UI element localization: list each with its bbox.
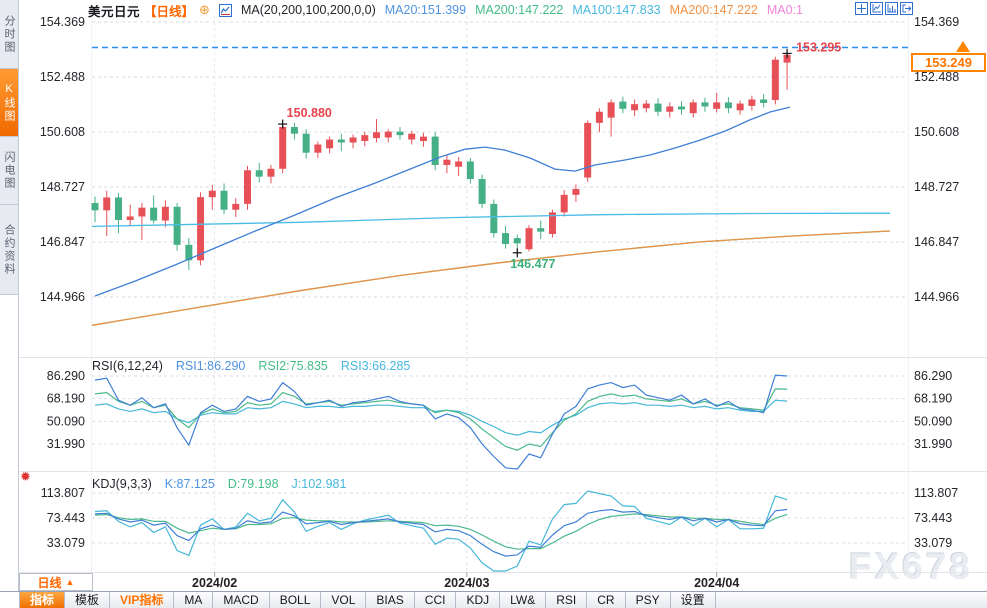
svg-text:86.290: 86.290: [914, 369, 952, 383]
toolbar-item-kdj[interactable]: KDJ: [456, 592, 501, 608]
rsi1-value: RSI1:86.290: [175, 359, 246, 373]
svg-text:113.807: 113.807: [41, 486, 85, 500]
sidebar-tab-lightning-chart[interactable]: 闪电图: [0, 137, 18, 205]
exit-view-icon[interactable]: [900, 2, 913, 15]
sidebar-tab-time-chart[interactable]: 分时图: [0, 0, 18, 69]
svg-text:144.966: 144.966: [40, 290, 85, 304]
ma-formula: MA(20,200,100,200,0,0): [240, 3, 376, 17]
toolbar-item-psy[interactable]: PSY: [626, 592, 671, 608]
svg-text:146.847: 146.847: [914, 235, 959, 249]
period-dropdown-arrow-icon: ▲: [65, 577, 75, 587]
toolbar-item-templates[interactable]: 模板: [65, 592, 111, 608]
period-selector-label: 日线: [37, 575, 62, 590]
rsi-legend: RSI(6,12,24) RSI1:86.290 RSI2:75.835 RSI…: [92, 359, 410, 373]
svg-text:33.079: 33.079: [914, 536, 952, 550]
symbol-name: 美元日元: [88, 4, 141, 19]
toolbar-item-vol[interactable]: VOL: [321, 592, 367, 608]
kdj-j-value: J:102.981: [291, 477, 347, 491]
svg-text:150.608: 150.608: [40, 125, 85, 139]
add-indicator-icon[interactable]: ⊕: [199, 2, 210, 17]
sidebar-tab-candle-chart[interactable]: K线图: [0, 69, 18, 137]
ma200-value-orange: MA200:147.222: [669, 3, 758, 17]
toolbar-item-bias[interactable]: BIAS: [366, 592, 415, 608]
svg-text:86.290: 86.290: [47, 369, 85, 383]
svg-text:31.990: 31.990: [47, 437, 85, 451]
svg-text:146.847: 146.847: [40, 235, 85, 249]
toolbar-item-ma[interactable]: MA: [174, 592, 214, 608]
kdj-title: KDJ(9,3,3): [92, 477, 152, 491]
svg-text:113.807: 113.807: [914, 486, 958, 500]
zoom-out-chart-icon[interactable]: [870, 2, 883, 15]
zoom-in-chart-icon[interactable]: [885, 2, 898, 15]
svg-text:154.369: 154.369: [40, 15, 85, 29]
rsi2-value: RSI2:75.835: [258, 359, 328, 373]
ma0-value: MA0:1: [766, 3, 804, 17]
period-selector[interactable]: 日线 ▲: [19, 573, 93, 591]
ma20-value: MA20:151.399: [384, 3, 467, 17]
toolbar-item-cr[interactable]: CR: [587, 592, 626, 608]
svg-text:31.990: 31.990: [914, 437, 952, 451]
svg-text:148.727: 148.727: [40, 180, 85, 194]
kdj-d-value: D:79.198: [227, 477, 279, 491]
svg-text:154.369: 154.369: [914, 15, 959, 29]
toolbar-spacer: [0, 592, 20, 608]
svg-text:68.190: 68.190: [914, 392, 952, 406]
svg-text:50.090: 50.090: [47, 414, 85, 428]
kdj-legend: KDJ(9,3,3) K:87.125 D:79.198 J:102.981: [92, 477, 346, 491]
pane-settings-icon[interactable]: ✹: [20, 469, 31, 484]
svg-text:152.488: 152.488: [914, 70, 959, 84]
svg-text:150.608: 150.608: [914, 125, 959, 139]
svg-text:152.488: 152.488: [40, 70, 85, 84]
svg-text:68.190: 68.190: [47, 392, 85, 406]
svg-text:2024/03: 2024/03: [444, 576, 489, 590]
sidebar-tab-contract-info[interactable]: 合约资料: [0, 205, 18, 295]
price-up-arrow-icon: [956, 41, 970, 52]
ma200-value-green: MA200:147.222: [475, 3, 564, 17]
current-price-tag: 153.249: [911, 53, 986, 72]
rsi3-value: RSI3:66.285: [340, 359, 411, 373]
svg-text:33.079: 33.079: [47, 536, 85, 550]
svg-text:146.477: 146.477: [510, 257, 555, 271]
svg-text:148.727: 148.727: [914, 180, 959, 194]
svg-text:150.880: 150.880: [287, 106, 332, 120]
period-label: 【日线】: [144, 4, 195, 19]
crosshair-icon[interactable]: [855, 2, 868, 15]
svg-text:2024/02: 2024/02: [192, 576, 237, 590]
ma-chart-icon[interactable]: [218, 3, 232, 17]
ma100-value: MA100:147.833: [572, 3, 661, 17]
toolbar-item-lw[interactable]: LW&: [500, 592, 547, 608]
toolbar-item-boll[interactable]: BOLL: [270, 592, 322, 608]
toolbar-item-settings[interactable]: 设置: [671, 592, 716, 608]
chart-tool-buttons: [855, 2, 913, 15]
rsi-title: RSI(6,12,24): [92, 359, 163, 373]
svg-text:2024/04: 2024/04: [694, 576, 739, 590]
toolbar-item-macd[interactable]: MACD: [213, 592, 270, 608]
toolbar-item-cci[interactable]: CCI: [415, 592, 457, 608]
svg-text:50.090: 50.090: [914, 414, 952, 428]
indicator-toolbar: 指标 模板 VIP指标 MA MACD BOLL VOL BIAS CCI KD…: [0, 591, 987, 608]
watermark-fx678: FX678: [849, 546, 974, 587]
chart-type-sidebar: 分时图 K线图 闪电图 合约资料: [0, 0, 19, 608]
toolbar-item-rsi[interactable]: RSI: [546, 592, 588, 608]
toolbar-item-vip-indicators[interactable]: VIP指标: [110, 592, 175, 608]
svg-text:144.966: 144.966: [914, 290, 959, 304]
svg-text:153.295: 153.295: [796, 40, 841, 54]
svg-text:73.443: 73.443: [47, 511, 85, 525]
toolbar-item-indicators[interactable]: 指标: [20, 592, 66, 608]
kdj-k-value: K:87.125: [164, 477, 215, 491]
chart-header: 美元日元 【日线】 ⊕ MA(20,200,100,200,0,0) MA20:…: [88, 2, 804, 19]
svg-text:73.443: 73.443: [914, 511, 952, 525]
